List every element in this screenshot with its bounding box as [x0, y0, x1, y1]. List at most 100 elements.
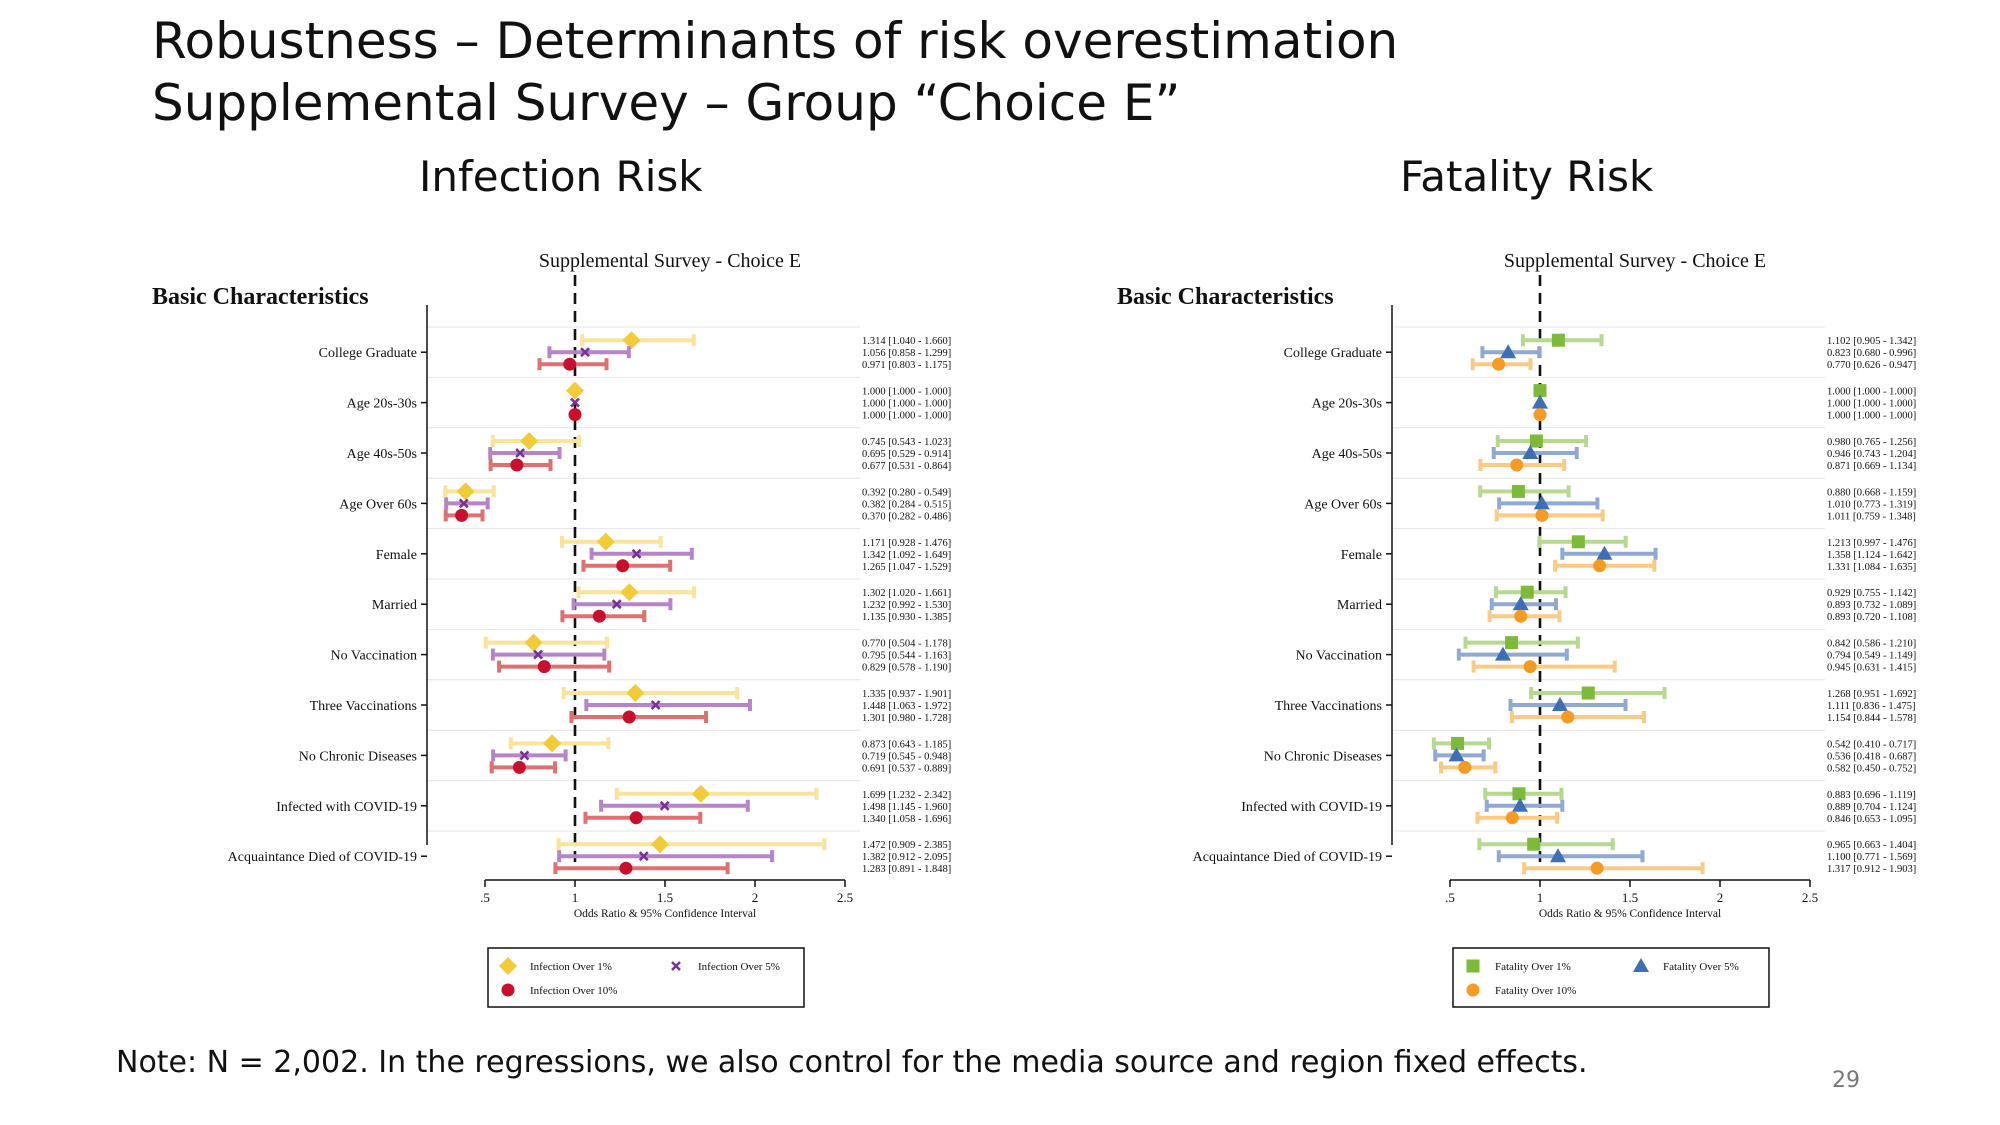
point-marker [1512, 797, 1529, 812]
chart-title: Supplemental Survey - Choice E [539, 250, 801, 272]
x-tick-label: 2.5 [837, 890, 853, 905]
point-marker [580, 347, 590, 358]
point-marker [456, 482, 475, 501]
ci-value-label: 0.677 [0.531 - 0.864] [862, 461, 951, 472]
point-marker [622, 331, 641, 350]
point-marker [626, 684, 645, 702]
x-axis-label: Odds Ratio & 95% Confidence Interval [574, 908, 756, 920]
point-marker [1551, 333, 1565, 347]
point-marker [1451, 736, 1465, 750]
legend-label: Infection Over 10% [530, 985, 617, 997]
category-label: College Graduate [1284, 346, 1382, 361]
x-tick-label: .5 [480, 890, 490, 905]
category-label: Three Vaccinations [310, 699, 417, 714]
slide-title: Robustness – Determinants of risk overes… [152, 10, 1398, 134]
ci-value-label: 0.893 [0.720 - 1.108] [1827, 612, 1916, 623]
point-marker [616, 559, 630, 573]
ci-value-label: 1.056 [0.858 - 1.299] [862, 348, 951, 359]
chart-title: Supplemental Survey - Choice E [1504, 250, 1766, 272]
point-marker [1522, 445, 1539, 459]
ci-value-label: 0.542 [0.410 - 0.717] [1827, 739, 1916, 750]
ci-value-label: 1.335 [0.937 - 1.901] [862, 689, 951, 700]
x-tick-label: 2.5 [1802, 890, 1818, 905]
point-marker [1533, 495, 1550, 510]
point-marker [1581, 686, 1595, 700]
category-label: No Vaccination [1296, 649, 1382, 664]
footnote: Note: N = 2,002. In the regressions, we … [116, 1045, 1588, 1080]
ci-value-label: 0.980 [0.765 - 1.256] [1827, 437, 1916, 448]
point-marker [1512, 596, 1529, 611]
point-marker [563, 357, 577, 371]
x-tick-label: 1 [572, 890, 579, 905]
fatality-risk-chart: Supplemental Survey - Choice E Basic Char… [1117, 250, 1916, 1008]
infection-risk-chart: Supplemental Survey - Choice E Basic Char… [152, 250, 951, 1008]
ci-value-label: 0.893 [0.732 - 1.089] [1827, 600, 1916, 611]
ci-value-label: 0.846 [0.653 - 1.095] [1827, 814, 1916, 825]
ci-value-label: 1.000 [1.000 - 1.000] [1827, 387, 1916, 398]
point-marker [1494, 646, 1511, 661]
page-number: 29 [1832, 1068, 1860, 1093]
point-marker [1571, 535, 1585, 549]
category-label: Infected with COVID-19 [276, 800, 417, 815]
ci-value-label: 1.301 [0.980 - 1.728] [862, 713, 951, 724]
category-label: Female [1341, 548, 1382, 563]
ci-value-label: 0.842 [0.586 - 1.210] [1827, 639, 1916, 650]
ci-value-label: 0.719 [0.545 - 0.948] [862, 751, 951, 762]
ci-value-label: 1.340 [1.058 - 1.696] [862, 814, 951, 825]
ci-value-label: 1.498 [1.145 - 1.960] [862, 802, 951, 813]
legend-label: Fatality Over 5% [1663, 961, 1739, 973]
category-label: Age 40s-50s [1312, 447, 1382, 462]
series-2 [1433, 344, 1658, 863]
point-marker [1561, 710, 1575, 724]
slide-title-line2: Supplemental Survey – Group “Choice E” [152, 74, 1181, 132]
fatality-risk-heading: Fatality Risk [1400, 152, 1654, 201]
point-marker [631, 548, 642, 559]
point-marker [1535, 508, 1549, 522]
ci-value-label: 1.102 [0.905 - 1.342] [1827, 336, 1916, 347]
legend-marker [499, 957, 517, 975]
ci-value-label: 0.536 [0.418 - 0.687] [1827, 751, 1916, 762]
ci-value-label: 0.382 [0.284 - 0.515] [862, 499, 951, 510]
series-3 [443, 357, 730, 875]
ci-value-label: 0.880 [0.668 - 1.159] [1827, 487, 1916, 498]
ci-value-label: 1.000 [1.000 - 1.000] [1827, 399, 1916, 410]
point-marker [519, 750, 530, 761]
ci-value-label: 0.883 [0.696 - 1.119] [1827, 790, 1916, 801]
ci-value-label: 0.695 [0.529 - 0.914] [862, 449, 951, 460]
point-marker [629, 811, 643, 825]
category-label: Acquaintance Died of COVID-19 [1193, 850, 1382, 865]
series-1 [1431, 333, 1667, 851]
ci-value-label: 1.472 [0.909 - 2.385] [862, 840, 951, 851]
point-marker [622, 710, 636, 724]
ci-value-label: 1.000 [1.000 - 1.000] [862, 399, 951, 410]
ci-value-label: 1.000 [1.000 - 1.000] [862, 411, 951, 422]
ci-value-label: 1.010 [0.773 - 1.319] [1827, 499, 1916, 510]
category-label: Age Over 60s [339, 497, 417, 512]
legend-label: Fatality Over 1% [1495, 961, 1571, 973]
legend-label: Infection Over 5% [698, 961, 780, 973]
ci-value-label: 1.135 [0.930 - 1.385] [862, 612, 951, 623]
point-marker [1514, 609, 1528, 623]
point-marker [650, 700, 661, 710]
ci-value-label: 0.370 [0.282 - 0.486] [862, 511, 951, 522]
legend-marker [1633, 958, 1649, 972]
group-header: Basic Characteristics [152, 284, 369, 310]
ci-value-label: 1.314 [1.040 - 1.660] [862, 336, 951, 347]
x-tick-label: 1.5 [1622, 890, 1638, 905]
category-label: No Chronic Diseases [299, 749, 417, 764]
ci-value-label: 0.871 [0.669 - 1.134] [1827, 461, 1916, 472]
legend-marker [671, 961, 681, 971]
legend-box [1452, 947, 1770, 1008]
category-label: Three Vaccinations [1275, 699, 1382, 714]
point-marker [1510, 458, 1524, 472]
ci-value-label: 1.154 [0.844 - 1.578] [1827, 713, 1916, 724]
ci-value-label: 1.317 [0.912 - 1.903] [1827, 864, 1916, 875]
point-marker [596, 532, 615, 551]
legend-box [487, 947, 805, 1008]
point-marker [1505, 636, 1519, 650]
ci-value-label: 1.000 [1.000 - 1.000] [862, 387, 951, 398]
point-marker [592, 609, 606, 623]
ci-value-label: 1.000 [1.000 - 1.000] [1827, 411, 1916, 422]
ci-value-label: 0.823 [0.680 - 0.996] [1827, 348, 1916, 359]
ci-value-label: 0.770 [0.504 - 1.178] [862, 639, 951, 650]
